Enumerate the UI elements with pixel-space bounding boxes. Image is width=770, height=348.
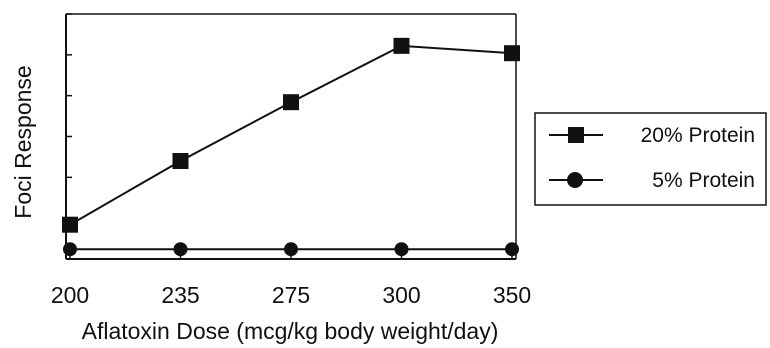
legend-square-marker xyxy=(568,127,584,143)
data-point-square xyxy=(172,153,189,169)
data-point-circle xyxy=(63,242,77,257)
data-point-square xyxy=(62,216,78,233)
data-point-circle xyxy=(394,242,409,257)
x-tick-label: 350 xyxy=(493,282,531,308)
data-point-circle xyxy=(284,242,298,257)
series-1 xyxy=(62,37,520,233)
x-tick-label: 275 xyxy=(272,282,310,308)
data-point-square xyxy=(504,45,520,62)
x-tick-label: 200 xyxy=(51,282,89,308)
legend-label: 20% Protein xyxy=(641,124,755,147)
data-point-square xyxy=(393,37,410,54)
x-tick-labels: 200 235 275 300 350 xyxy=(51,282,531,308)
y-axis-label: Foci Response xyxy=(10,65,36,218)
data-point-circle xyxy=(505,242,519,257)
legend-label: 5% Protein xyxy=(652,169,755,192)
x-axis-label: Aflatoxin Dose (mcg/kg body weight/day) xyxy=(82,318,499,344)
series-2 xyxy=(63,242,519,257)
legend-item: 20% Protein xyxy=(549,124,755,147)
legend: 20% Protein 5% Protein xyxy=(534,112,767,206)
series-line xyxy=(69,44,513,226)
data-point-circle xyxy=(173,242,188,257)
data-point-square xyxy=(283,94,299,111)
x-tick-label: 235 xyxy=(161,282,199,308)
legend-item: 5% Protein xyxy=(549,169,755,192)
x-tick-label: 300 xyxy=(382,282,420,308)
axes xyxy=(65,13,517,260)
series-layer xyxy=(62,37,520,257)
legend-circle-marker xyxy=(567,172,583,188)
